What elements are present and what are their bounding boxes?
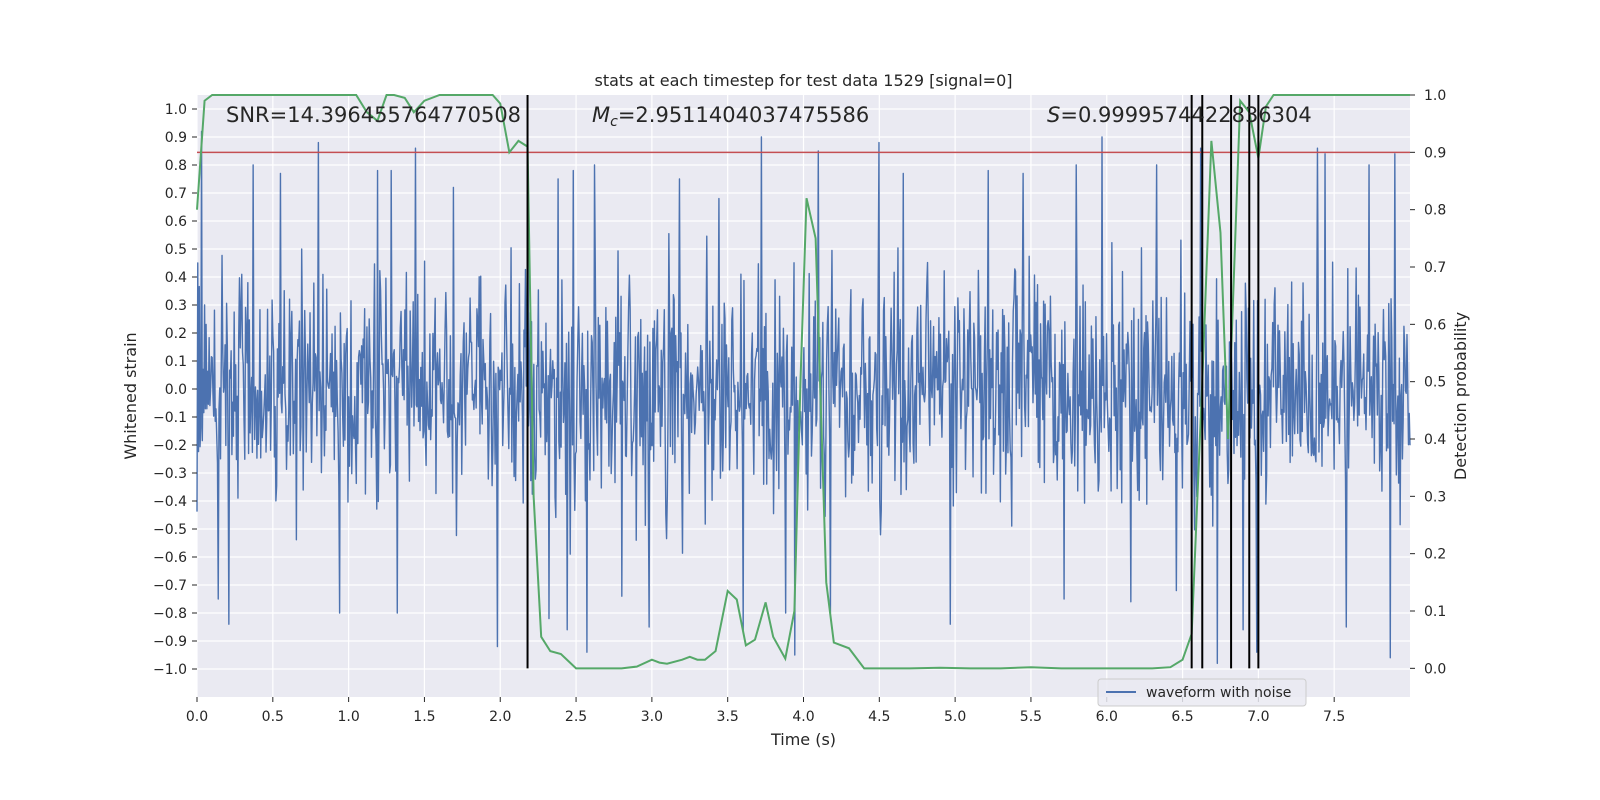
y-left-tick-label: −0.5 (153, 522, 187, 538)
x-tick-label: 3.5 (717, 709, 739, 725)
y-left-tick-label: −1.0 (153, 662, 187, 678)
waveform-series (196, 130, 1411, 665)
y-right-tick-label: 0.4 (1424, 432, 1446, 448)
x-tick-label: 2.0 (489, 709, 511, 725)
y-left-tick-label: 0.0 (165, 382, 187, 398)
y-right-tick-label: 0.7 (1424, 260, 1446, 276)
y-left-tick-label: 0.2 (165, 326, 187, 342)
x-tick-label: 5.0 (944, 709, 966, 725)
probability-series (196, 94, 1410, 670)
significance-symbol: S (1047, 103, 1060, 127)
x-tick-label: 0.5 (262, 709, 284, 725)
y-right-tick-label: 0.9 (1424, 145, 1446, 161)
y-right-tick-label: 1.0 (1424, 88, 1446, 104)
legend: waveform with noise (1097, 678, 1307, 707)
axes: 0.0 0.5 1.0 1.5 2.0 2.5 3.0 3.5 4.0 4.5 5.0 5.5 6.0 6… (153, 88, 1446, 725)
snr-annotation: SNR=14.396455764770508 (226, 103, 521, 127)
x-tick-label: 1.5 (413, 709, 435, 725)
x-tick-label: 2.5 (565, 709, 587, 725)
y-left-tick-label: −0.1 (153, 410, 187, 426)
significance-value: =0.9999574422836304 (1060, 103, 1311, 127)
chirp-mass-value: =2.9511404037475586 (618, 103, 869, 127)
y-left-tick-label: 0.6 (165, 214, 187, 230)
chirp-mass-symbol: M (592, 103, 610, 127)
x-tick-label: 7.5 (1323, 709, 1345, 725)
y-left-tick-label: 0.4 (165, 270, 187, 286)
y-left-tick-label: −0.9 (153, 634, 187, 650)
x-tick-label: 3.0 (641, 709, 663, 725)
y-right-tick-label: 0.5 (1424, 375, 1446, 391)
chirp-mass-subscript: c (610, 114, 618, 130)
y-left-tick-label: 0.1 (165, 354, 187, 370)
y-right-tick-label: 0.0 (1424, 661, 1446, 677)
y-left-tick-label: −0.4 (153, 494, 187, 510)
legend-label: waveform with noise (1146, 685, 1291, 701)
y-right-tick-label: 0.3 (1424, 489, 1446, 505)
y-left-tick-label: 0.5 (165, 242, 187, 258)
significance-annotation: S=0.9999574422836304 (1047, 103, 1312, 127)
x-tick-label: 6.5 (1171, 709, 1193, 725)
x-tick-label: 5.5 (1020, 709, 1042, 725)
y-right-tick-label: 0.6 (1424, 317, 1446, 333)
chart-title: stats at each timestep for test data 152… (594, 71, 1012, 90)
y-left-tick-label: −0.6 (153, 550, 187, 566)
y-right-tick-label: 0.2 (1424, 547, 1446, 563)
x-axis-label: Time (s) (770, 730, 836, 749)
y-left-tick-label: 1.0 (165, 102, 187, 118)
y-axis-right-label: Detection probability (1451, 312, 1470, 480)
x-tick-label: 1.0 (337, 709, 359, 725)
y-right-tick-label: 0.1 (1424, 604, 1446, 620)
y-left-tick-label: 0.3 (165, 298, 187, 314)
x-tick-label: 4.0 (792, 709, 814, 725)
waveform-line (196, 130, 1411, 665)
y-left-tick-label: −0.3 (153, 466, 187, 482)
legend-box (1097, 678, 1307, 707)
probability-line (196, 94, 1410, 670)
y-right-tick-label: 0.8 (1424, 203, 1446, 219)
x-tick-label: 6.0 (1096, 709, 1118, 725)
y-left-tick-label: −0.7 (153, 578, 187, 594)
x-tick-label: 7.0 (1247, 709, 1269, 725)
y-left-tick-label: −0.2 (153, 438, 187, 454)
x-tick-label: 0.0 (186, 709, 208, 725)
detection-markers (526, 95, 1260, 669)
y-left-tick-label: 0.9 (165, 130, 187, 146)
x-tick-label: 4.5 (868, 709, 890, 725)
y-axis-left-label: Whitened strain (121, 332, 140, 459)
chirp-mass-annotation: Mc=2.9511404037475586 (592, 103, 869, 130)
y-left-tick-label: 0.7 (165, 186, 187, 202)
y-left-tick-label: −0.8 (153, 606, 187, 622)
y-left-tick-label: 0.8 (165, 158, 187, 174)
